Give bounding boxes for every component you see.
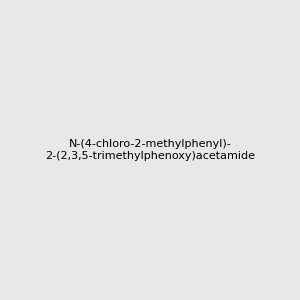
Text: N-(4-chloro-2-methylphenyl)-
2-(2,3,5-trimethylphenoxy)acetamide: N-(4-chloro-2-methylphenyl)- 2-(2,3,5-tr… [45,139,255,161]
